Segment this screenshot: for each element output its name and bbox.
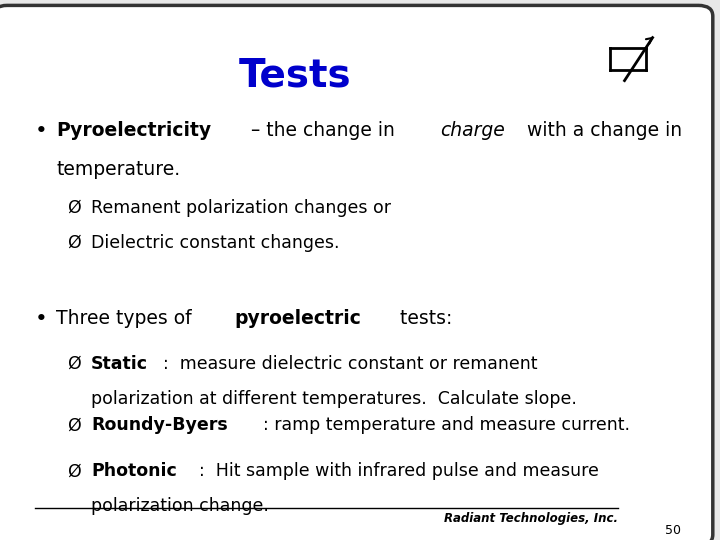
Text: : ramp temperature and measure current.: : ramp temperature and measure current.: [264, 416, 630, 435]
Text: polarization at different temperatures.  Calculate slope.: polarization at different temperatures. …: [91, 390, 577, 408]
Text: pyroelectric: pyroelectric: [234, 309, 361, 328]
Text: charge: charge: [440, 121, 505, 140]
Text: Static: Static: [91, 355, 148, 373]
Text: :  Hit sample with infrared pulse and measure: : Hit sample with infrared pulse and mea…: [199, 462, 599, 480]
Text: •: •: [35, 121, 48, 141]
Text: polarization change.: polarization change.: [91, 497, 269, 515]
Text: temperature.: temperature.: [56, 160, 180, 179]
Text: Three types of: Three types of: [56, 309, 198, 328]
Text: Pyroelectricity: Pyroelectricity: [56, 121, 211, 140]
Text: :  measure dielectric constant or remanent: : measure dielectric constant or remanen…: [163, 355, 537, 373]
Text: Photonic: Photonic: [91, 462, 177, 480]
Text: Tests: Tests: [238, 56, 351, 94]
Text: tests:: tests:: [394, 309, 452, 328]
Text: •: •: [35, 309, 48, 329]
Text: Radiant Technologies, Inc.: Radiant Technologies, Inc.: [444, 511, 618, 524]
Text: with a change in: with a change in: [521, 121, 683, 140]
Text: Ø: Ø: [67, 199, 81, 217]
Text: Remanent polarization changes or: Remanent polarization changes or: [91, 199, 391, 217]
Text: Ø: Ø: [67, 355, 81, 373]
Text: Dielectric constant changes.: Dielectric constant changes.: [91, 234, 340, 252]
Text: Roundy-Byers: Roundy-Byers: [91, 416, 228, 435]
Text: Ø: Ø: [67, 416, 81, 435]
Text: – the change in: – the change in: [251, 121, 401, 140]
Text: Ø: Ø: [67, 462, 81, 480]
Text: 50: 50: [665, 524, 680, 537]
Text: Ø: Ø: [67, 234, 81, 252]
